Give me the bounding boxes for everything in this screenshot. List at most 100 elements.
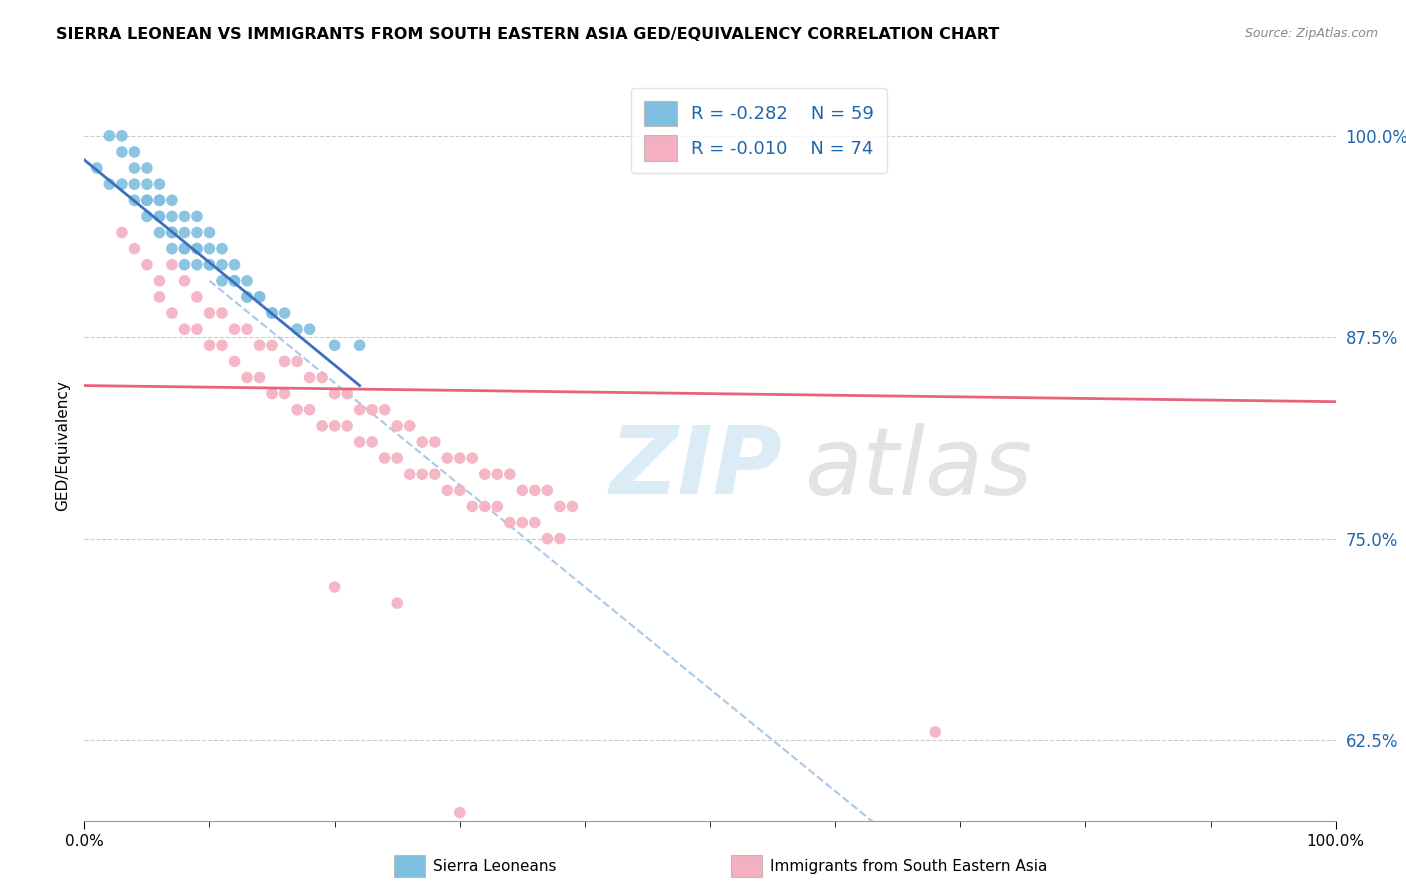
- Point: [111, 128, 134, 143]
- Point: [173, 210, 195, 224]
- Point: [136, 194, 159, 208]
- Point: [523, 483, 546, 498]
- Point: [173, 258, 195, 272]
- Point: [499, 467, 522, 482]
- Point: [211, 306, 233, 320]
- Point: [411, 467, 433, 482]
- Point: [224, 258, 246, 272]
- Point: [224, 354, 246, 368]
- Point: [111, 226, 134, 240]
- Point: [323, 386, 346, 401]
- Point: [262, 306, 284, 320]
- Point: [323, 580, 346, 594]
- Point: [285, 354, 308, 368]
- Point: [311, 418, 333, 433]
- Point: [160, 258, 183, 272]
- Point: [186, 226, 208, 240]
- Point: [186, 210, 208, 224]
- Point: [298, 370, 321, 384]
- Point: [124, 145, 146, 159]
- Point: [512, 516, 534, 530]
- Point: [548, 500, 571, 514]
- Point: [461, 451, 484, 466]
- Point: [398, 418, 420, 433]
- Point: [236, 290, 259, 304]
- Point: [385, 418, 409, 433]
- Point: [198, 306, 221, 320]
- Text: SIERRA LEONEAN VS IMMIGRANTS FROM SOUTH EASTERN ASIA GED/EQUIVALENCY CORRELATION: SIERRA LEONEAN VS IMMIGRANTS FROM SOUTH …: [56, 27, 1000, 42]
- Point: [449, 451, 471, 466]
- Point: [285, 322, 308, 336]
- Point: [336, 386, 359, 401]
- Point: [561, 500, 583, 514]
- Point: [111, 145, 134, 159]
- Point: [160, 226, 183, 240]
- Point: [98, 128, 121, 143]
- Point: [262, 338, 284, 352]
- Point: [474, 467, 496, 482]
- Point: [249, 338, 271, 352]
- Point: [160, 226, 183, 240]
- Point: [536, 483, 558, 498]
- Point: [124, 194, 146, 208]
- Point: [548, 532, 571, 546]
- Point: [323, 338, 346, 352]
- Point: [361, 402, 384, 417]
- Point: [186, 290, 208, 304]
- Point: [236, 370, 259, 384]
- Point: [148, 274, 170, 288]
- Point: [160, 194, 183, 208]
- Point: [311, 370, 333, 384]
- Point: [336, 418, 359, 433]
- Point: [111, 177, 134, 191]
- Point: [262, 386, 284, 401]
- Point: [298, 402, 321, 417]
- Text: Source: ZipAtlas.com: Source: ZipAtlas.com: [1244, 27, 1378, 40]
- Point: [423, 434, 446, 449]
- Point: [186, 242, 208, 256]
- Point: [398, 467, 420, 482]
- Text: ZIP: ZIP: [610, 423, 783, 515]
- Point: [148, 177, 170, 191]
- Point: [160, 306, 183, 320]
- Point: [124, 161, 146, 175]
- Point: [211, 274, 233, 288]
- Legend: R = -0.282    N = 59, R = -0.010    N = 74: R = -0.282 N = 59, R = -0.010 N = 74: [631, 88, 887, 173]
- Point: [173, 322, 195, 336]
- Point: [198, 338, 221, 352]
- Point: [449, 483, 471, 498]
- Point: [523, 516, 546, 530]
- Text: Immigrants from South Eastern Asia: Immigrants from South Eastern Asia: [770, 859, 1047, 874]
- FancyBboxPatch shape: [731, 855, 762, 878]
- Point: [512, 483, 534, 498]
- Point: [173, 226, 195, 240]
- Point: [236, 274, 259, 288]
- Point: [86, 161, 108, 175]
- Point: [361, 434, 384, 449]
- Point: [273, 354, 295, 368]
- Point: [486, 500, 509, 514]
- Point: [198, 226, 221, 240]
- Point: [124, 242, 146, 256]
- Point: [249, 370, 271, 384]
- Point: [173, 274, 195, 288]
- Point: [186, 258, 208, 272]
- Point: [461, 500, 484, 514]
- Point: [160, 226, 183, 240]
- Point: [186, 322, 208, 336]
- Point: [173, 242, 195, 256]
- Point: [148, 194, 170, 208]
- Point: [423, 467, 446, 482]
- Point: [436, 451, 458, 466]
- Point: [198, 258, 221, 272]
- Point: [374, 402, 396, 417]
- Point: [186, 242, 208, 256]
- Point: [136, 194, 159, 208]
- Point: [211, 242, 233, 256]
- Point: [148, 210, 170, 224]
- Y-axis label: GED/Equivalency: GED/Equivalency: [55, 381, 70, 511]
- Point: [349, 338, 371, 352]
- Point: [98, 177, 121, 191]
- Point: [411, 434, 433, 449]
- Point: [385, 451, 409, 466]
